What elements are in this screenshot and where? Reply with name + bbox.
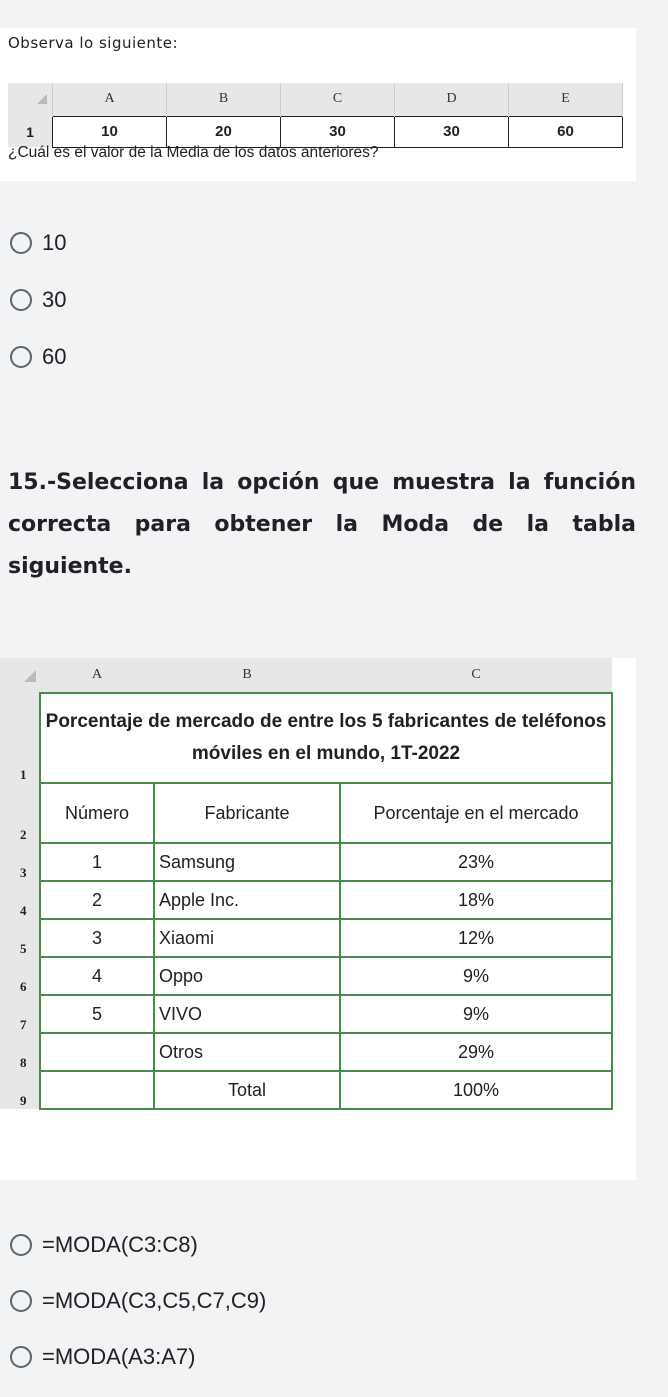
question-2-image: A B C 1 Porcentaje de mercado de entre l… — [0, 658, 636, 1180]
radio-button[interactable] — [10, 346, 32, 368]
option-label: 30 — [42, 287, 67, 312]
option-q2-b[interactable]: =MODA(C3,C5,C7,C9) — [0, 1288, 266, 1314]
intro-text: Observa lo siguiente: — [8, 34, 179, 52]
option-label: =MODA(C3,C5,C7,C9) — [42, 1288, 267, 1313]
option-label: =MODA(C3:C8) — [42, 1232, 198, 1257]
row-header: 4 — [0, 881, 40, 919]
question-15-title: 15.-Selecciona la opción que muestra la … — [8, 470, 636, 579]
col-header: C — [280, 83, 395, 116]
col-header: A — [40, 658, 154, 693]
row-header: 3 — [0, 843, 40, 881]
cell-maker: Apple Inc. — [153, 880, 341, 920]
row-header: 1 — [8, 116, 53, 147]
col-header: D — [394, 83, 509, 116]
cell-percent: 29% — [339, 1032, 613, 1072]
corner-cell — [0, 658, 40, 693]
cell-a1: 10 — [52, 115, 167, 148]
row-header: 5 — [0, 919, 40, 957]
cell-b1: 20 — [166, 115, 281, 148]
row-header: 7 — [0, 995, 40, 1033]
row-header: 6 — [0, 957, 40, 995]
radio-button[interactable] — [10, 1234, 32, 1256]
option-label: 60 — [42, 344, 67, 369]
radio-button[interactable] — [10, 1290, 32, 1312]
corner-cell — [8, 83, 53, 116]
cell-percent: 23% — [339, 842, 613, 882]
row-header: 2 — [0, 783, 40, 843]
cell-number — [39, 1032, 155, 1072]
question-prompt: ¿Cuál es el valor de la Media de los dat… — [8, 144, 379, 161]
spreadsheet-market-share: A B C 1 Porcentaje de mercado de entre l… — [0, 658, 613, 1110]
cell-percent: 9% — [339, 956, 613, 996]
cell-maker: Otros — [153, 1032, 341, 1072]
row-header: 8 — [0, 1033, 40, 1071]
cell-percent: 12% — [339, 918, 613, 958]
option-q1-c[interactable]: 60 — [0, 344, 66, 370]
cell-number — [39, 1070, 155, 1110]
option-q1-b[interactable]: 30 — [0, 287, 66, 313]
question-1-image: Observa lo siguiente: A B C D E 1 10 20 … — [0, 28, 636, 181]
cell-maker: Total — [153, 1070, 341, 1110]
cell-number: 4 — [39, 956, 155, 996]
header-numero: Número — [39, 782, 155, 844]
cell-maker: Samsung — [153, 842, 341, 882]
cell-percent: 9% — [339, 994, 613, 1034]
cell-d1: 30 — [394, 115, 509, 148]
radio-button[interactable] — [10, 232, 32, 254]
col-header: B — [154, 658, 340, 693]
col-header: C — [340, 658, 612, 693]
option-label: 10 — [42, 230, 67, 255]
cell-number: 2 — [39, 880, 155, 920]
header-fabricante: Fabricante — [153, 782, 341, 844]
option-q2-c[interactable]: =MODA(A3:A7) — [0, 1344, 195, 1370]
cell-percent: 18% — [339, 880, 613, 920]
cell-c1: 30 — [280, 115, 395, 148]
cell-maker: Oppo — [153, 956, 341, 996]
col-header: B — [166, 83, 281, 116]
row-header: 9 — [0, 1071, 40, 1109]
radio-button[interactable] — [10, 1346, 32, 1368]
radio-button[interactable] — [10, 289, 32, 311]
cell-e1: 60 — [508, 115, 623, 148]
option-q1-a[interactable]: 10 — [0, 230, 66, 256]
row-header: 1 — [0, 693, 40, 783]
cell-maker: Xiaomi — [153, 918, 341, 958]
spreadsheet-small: A B C D E 1 10 20 30 30 60 — [8, 83, 623, 148]
cell-maker: VIVO — [153, 994, 341, 1034]
col-header: A — [52, 83, 167, 116]
table-title: Porcentaje de mercado de entre los 5 fab… — [39, 692, 613, 784]
option-label: =MODA(A3:A7) — [42, 1344, 196, 1369]
cell-number: 1 — [39, 842, 155, 882]
cell-number: 3 — [39, 918, 155, 958]
col-header: E — [508, 83, 623, 116]
option-q2-a[interactable]: =MODA(C3:C8) — [0, 1232, 198, 1258]
cell-number: 5 — [39, 994, 155, 1034]
cell-percent: 100% — [339, 1070, 613, 1110]
header-porcentaje: Porcentaje en el mercado — [339, 782, 613, 844]
